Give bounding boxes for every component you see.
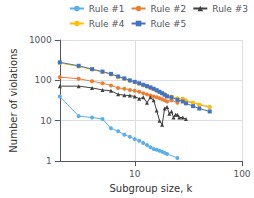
svg-text:Rule #1: Rule #1 [89,4,125,14]
svg-text:Rule #5: Rule #5 [151,19,187,29]
svg-text:10: 10 [129,169,141,179]
svg-text:Rule #2: Rule #2 [151,4,187,14]
svg-text:100: 100 [233,169,250,179]
svg-text:1: 1 [46,156,52,166]
svg-text:100: 100 [35,75,52,85]
svg-text:Rule #4: Rule #4 [89,19,125,29]
svg-text:Subgroup size, k: Subgroup size, k [110,183,193,194]
svg-text:10: 10 [40,116,52,126]
svg-text:1000: 1000 [29,35,52,45]
svg-text:Number of violations: Number of violations [8,48,19,152]
svg-text:Rule #3: Rule #3 [212,4,248,14]
